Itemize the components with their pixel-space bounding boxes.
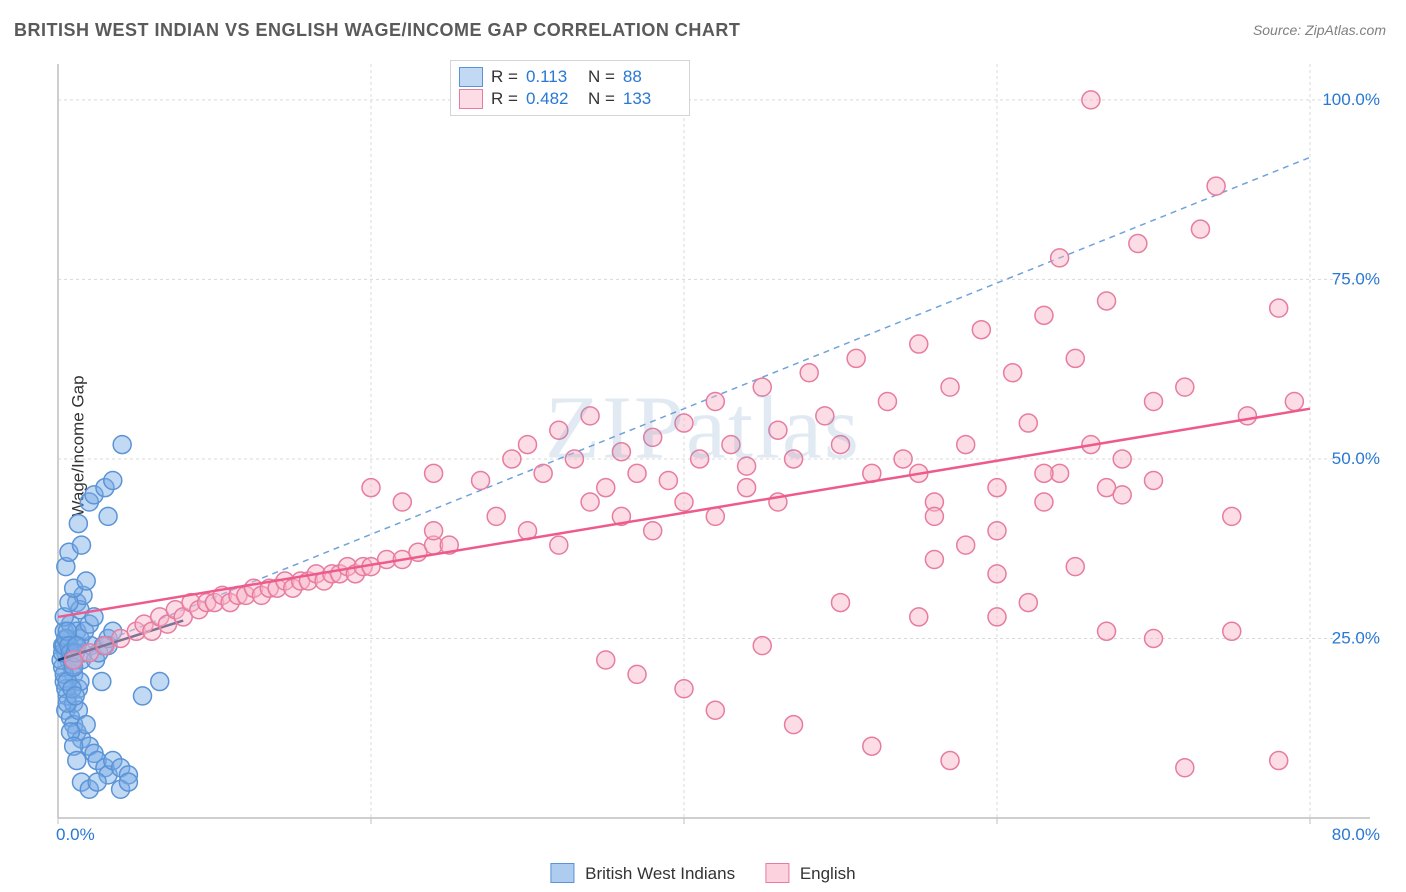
legend-r-value: 0.113 — [526, 67, 580, 87]
legend-n-label: N = — [588, 67, 615, 87]
svg-text:80.0%: 80.0% — [1332, 825, 1380, 844]
legend-swatch-icon — [459, 89, 483, 109]
legend-row: R = 0.482 N = 133 — [459, 89, 677, 109]
legend-item-label: English — [800, 864, 856, 883]
legend-r-label: R = — [491, 89, 518, 109]
legend-swatch-icon — [765, 863, 789, 883]
legend-n-value: 88 — [623, 67, 677, 87]
legend-row: R = 0.113 N = 88 — [459, 67, 677, 87]
legend-n-value: 133 — [623, 89, 677, 109]
chart-container: BRITISH WEST INDIAN VS ENGLISH WAGE/INCO… — [0, 0, 1406, 892]
legend-swatch-icon — [550, 863, 574, 883]
scatter-plot: 25.0% 50.0% 75.0% 100.0% 0.0% 80.0% — [50, 58, 1390, 848]
legend-swatch-icon — [459, 67, 483, 87]
legend-r-value: 0.482 — [526, 89, 580, 109]
svg-text:50.0%: 50.0% — [1332, 449, 1380, 468]
svg-text:100.0%: 100.0% — [1322, 90, 1380, 109]
svg-text:75.0%: 75.0% — [1332, 269, 1380, 288]
legend-n-label: N = — [588, 89, 615, 109]
legend-item: British West Indians — [550, 863, 735, 884]
legend-r-label: R = — [491, 67, 518, 87]
svg-text:25.0%: 25.0% — [1332, 628, 1380, 647]
svg-text:0.0%: 0.0% — [56, 825, 95, 844]
source-attribution: Source: ZipAtlas.com — [1253, 22, 1386, 38]
correlation-legend: R = 0.113 N = 88 R = 0.482 N = 133 — [450, 60, 690, 116]
chart-title: BRITISH WEST INDIAN VS ENGLISH WAGE/INCO… — [14, 20, 740, 41]
series-legend: British West Indians English — [550, 863, 855, 884]
legend-item: English — [765, 863, 856, 884]
legend-item-label: British West Indians — [585, 864, 735, 883]
